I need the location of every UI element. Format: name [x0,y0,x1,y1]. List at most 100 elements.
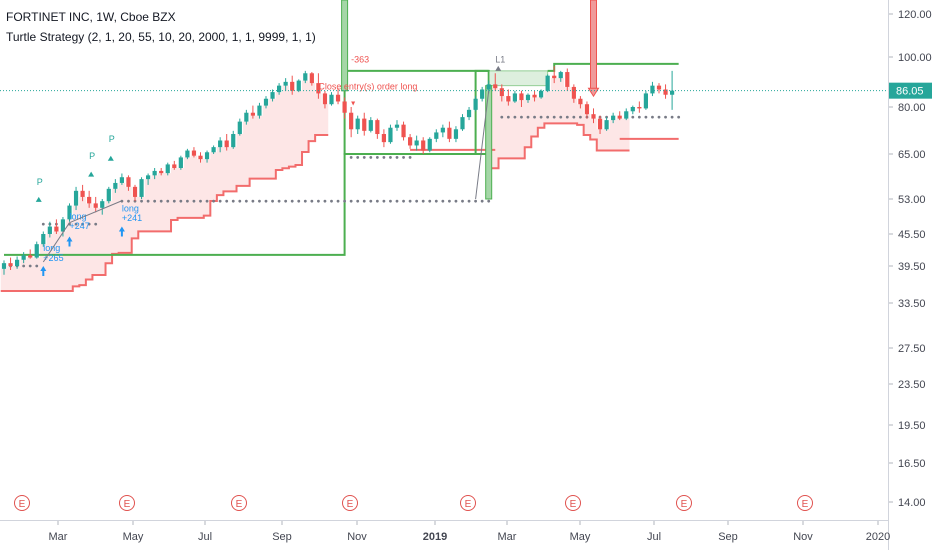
earnings-marker-icon [14,495,30,511]
candle-body [67,205,72,220]
price-tick-label: 16.50 [898,458,926,470]
annotation-label: +241 [122,213,142,223]
candle-body [270,92,275,99]
earnings-marker-icon [460,495,476,511]
entry-dot [212,199,216,203]
candle-body [73,190,79,206]
entry-dot [631,115,635,119]
candle-body [329,94,334,105]
entry-dot [395,156,399,159]
candle-body [41,234,46,245]
earnings-marker-label: E [347,499,354,510]
entry-dot [369,156,373,159]
candle-body [34,244,39,258]
candle-body [8,263,13,266]
candle-body [506,96,511,102]
entry-dot [349,199,353,203]
entry-dot [41,222,45,226]
entry-dot [382,156,386,159]
candle-body [93,203,98,208]
candle-body [296,80,301,91]
candle-body [565,72,570,87]
candle-body [388,127,393,143]
earnings-marker-label: E [570,499,577,510]
price-tick-label: 39.50 [898,261,926,273]
candle-body [486,84,491,90]
entry-dot [349,156,353,159]
entry-dot [310,199,314,203]
candle-body [204,152,210,160]
annotation-label: long [70,211,87,221]
earnings-marker-icon [231,495,247,511]
earnings-marker-icon [119,495,135,511]
time-tick-label: May [570,531,591,543]
annotation-label: +265 [43,253,63,263]
candle-body [512,93,517,102]
entry-dot [317,199,320,203]
earnings-marker-label: E [236,499,243,510]
candle-body [231,134,236,148]
time-axis: Mar May Jul Sep Nov 2019 Mar May Jul Sep Nov 2020 [0,520,890,543]
indicator-legend[interactable]: Turtle Strategy (2, 1, 20, 55, 10, 20, 2… [6,30,316,44]
last-price-value: 86.05 [896,86,924,98]
annotation-label: -363 [351,55,369,65]
trade-connector [42,222,70,263]
time-tick-label: Nov [793,531,813,543]
entry-level-dots-layer [2,115,681,268]
entry-dot [382,199,386,203]
candle-body [21,255,26,260]
earnings-marker-label: E [802,499,809,510]
entry-dot [284,199,288,203]
entry-dot [441,199,445,203]
earnings-marker-label: E [124,499,131,510]
entry-dot [579,115,582,119]
entry-dot [186,199,189,203]
candle-body [257,105,262,116]
time-tick-label: Mar [498,531,517,543]
candle-body [244,112,249,122]
candle-body [1,263,7,269]
earnings-marker-label: E [465,499,472,510]
candle-body [165,164,170,174]
entry-arrow-icon [66,236,73,247]
entry-dot [546,115,550,119]
trade-connector [475,90,490,200]
time-tick-label: 2019 [423,531,447,543]
entry-dot [356,156,360,159]
entry-dot [657,115,661,119]
time-tick-label: Jul [647,531,661,543]
entry-dot [572,115,576,119]
candle-body [519,93,524,101]
candle-body [132,186,138,197]
candle-body [100,201,105,208]
entry-dot [271,199,274,203]
entry-dot [408,156,412,159]
candle-body [440,127,445,133]
price-tick-label: 65.00 [898,149,926,161]
entry-dot [461,199,464,203]
candle-body [211,147,216,153]
entry-dot [251,199,255,203]
candle-body [414,140,419,146]
entry-dot [651,115,654,119]
earnings-marker-label: E [19,499,26,510]
entry-dot [199,199,202,203]
price-tick-label: 100.00 [898,52,932,64]
entry-dot [454,199,458,203]
candle-body [663,89,668,95]
p-marker-icon [107,155,114,161]
candle-body [316,83,321,94]
short-arrow-icon [587,87,600,98]
candle-body [604,120,609,130]
entry-dot [22,264,26,268]
entry-dot [526,115,530,119]
candle-body [473,98,478,110]
candle-body [263,98,269,106]
candle-body [617,115,622,119]
entry-dot [258,199,261,203]
entry-dot [474,199,477,203]
entry-dot [395,199,399,203]
candle-body [611,115,616,121]
entry-dot [94,222,98,226]
